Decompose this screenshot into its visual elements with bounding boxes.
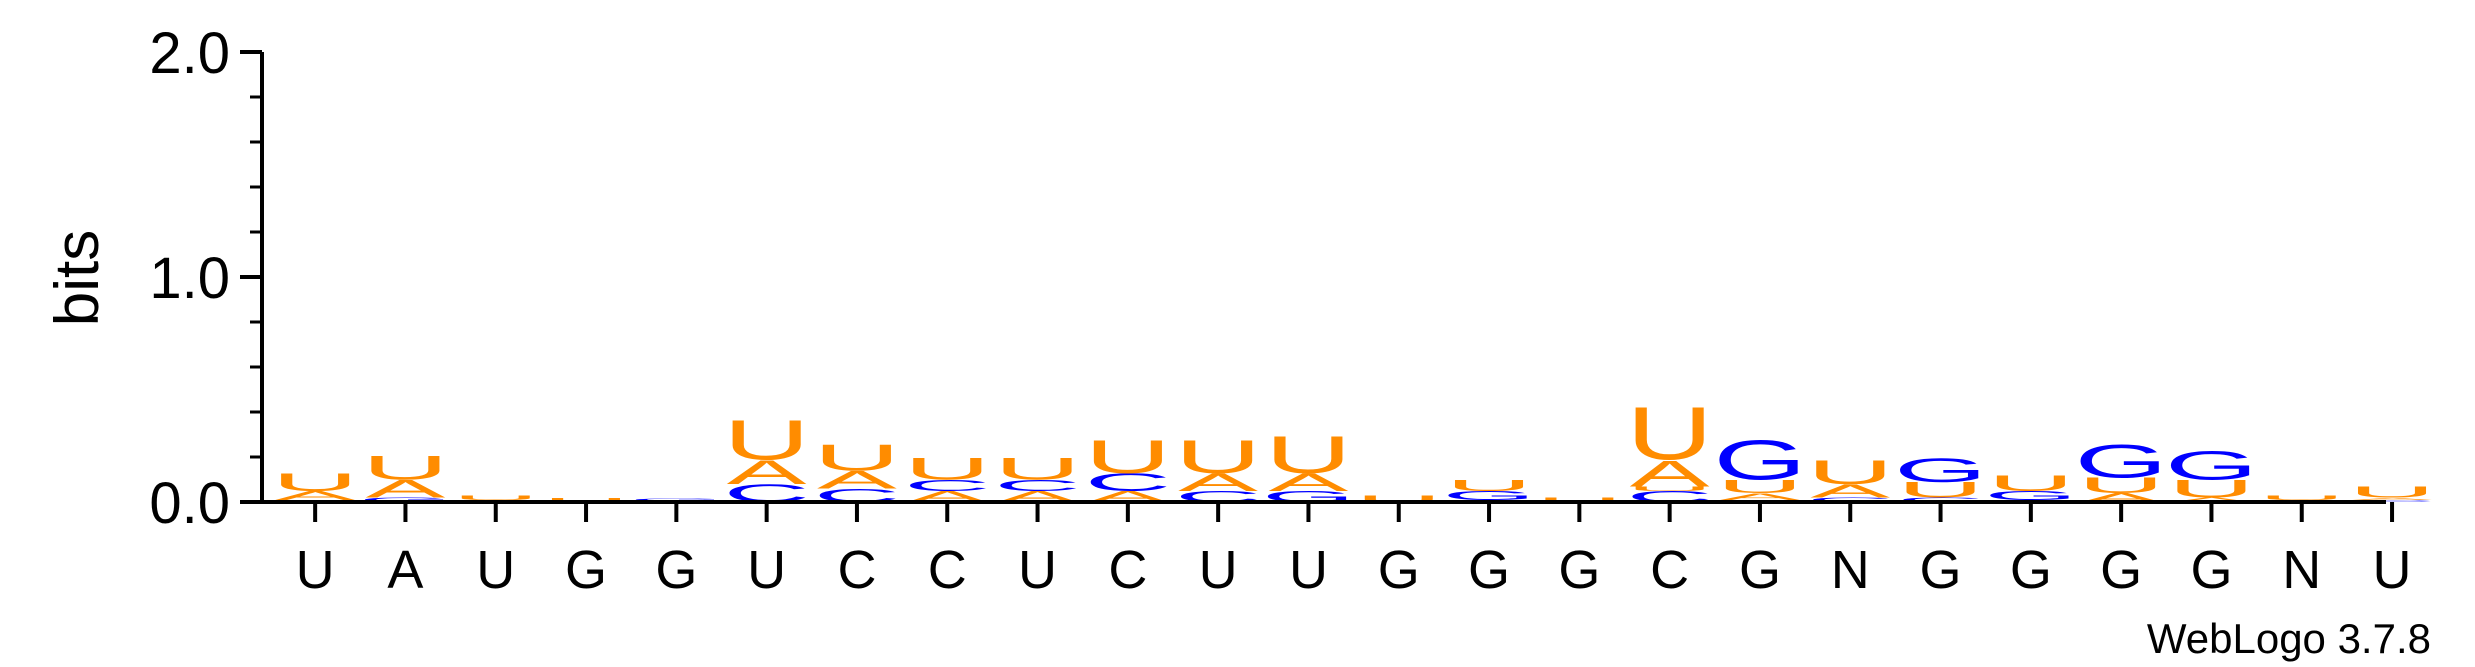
x-tick-label: A bbox=[387, 540, 423, 600]
logo-glyph-a: A bbox=[1810, 481, 1891, 502]
logo-glyph-g: G bbox=[1442, 489, 1535, 503]
logo-glyph-layer: CAUGAUGUGUAGCAUCAUACUACUACUCAUGAUUUGUUCU… bbox=[272, 392, 2435, 508]
x-tick-label: U bbox=[296, 540, 335, 600]
y-tick-label: 2.0 bbox=[149, 21, 230, 86]
logo-glyph-c: C bbox=[2349, 499, 2436, 503]
logo-glyph-u: U bbox=[1536, 496, 1623, 503]
x-tick-label: U bbox=[1199, 540, 1238, 600]
logo-glyph-a: A bbox=[1178, 469, 1258, 497]
logo-glyph-u: U bbox=[1446, 477, 1533, 494]
logo-glyph-u: U bbox=[1355, 494, 1442, 504]
x-tick-label: C bbox=[928, 540, 967, 600]
logo-glyph-u: U bbox=[2168, 475, 2255, 503]
x-tick-label: G bbox=[1378, 540, 1420, 600]
logo-glyph-u: U bbox=[1175, 431, 1262, 483]
logo-glyph-u: U bbox=[272, 469, 359, 497]
logo-glyph-c: C bbox=[904, 477, 991, 494]
logo-glyph-a: A bbox=[2171, 496, 2252, 503]
logo-glyph-c: C bbox=[1807, 496, 1894, 503]
y-axis-label: bits bbox=[43, 230, 112, 326]
logo-glyph-u: U bbox=[1807, 453, 1894, 492]
x-tick-label: U bbox=[1289, 540, 1328, 600]
logo-glyph-a: A bbox=[1630, 452, 1711, 494]
logo-glyph-u: U bbox=[1988, 471, 2075, 495]
logo-glyph-g: G bbox=[1894, 451, 1987, 490]
x-tick-label: G bbox=[2100, 540, 2142, 600]
x-tick-label: G bbox=[565, 540, 607, 600]
y-tick-label: 0.0 bbox=[149, 471, 230, 536]
logo-glyph-g: G bbox=[359, 496, 452, 503]
x-tick-label: G bbox=[655, 540, 697, 600]
x-tick-label: G bbox=[1739, 540, 1781, 600]
logo-glyph-g: G bbox=[630, 497, 723, 501]
axis-tick-layer: 0.01.02.0U A U G G U C C U C U U G G G C G N G G G G N U bbox=[149, 21, 2411, 600]
x-tick-label: G bbox=[1468, 540, 1510, 600]
logo-glyph-a: A bbox=[727, 453, 807, 492]
logo-glyph-u: U bbox=[904, 451, 991, 486]
logo-glyph-u: U bbox=[1626, 392, 1713, 476]
logo-glyph-g: G bbox=[1984, 489, 2077, 503]
x-tick-label: G bbox=[1920, 540, 1962, 600]
logo-glyph-a: A bbox=[817, 466, 897, 494]
logo-glyph-u: U bbox=[994, 451, 1081, 486]
logo-glyph-c: C bbox=[1897, 496, 1984, 503]
logo-glyph-u: U bbox=[2258, 494, 2345, 501]
logo-glyph-u: U bbox=[814, 437, 901, 479]
x-tick-label: G bbox=[2010, 540, 2052, 600]
logo-glyph-g: G bbox=[2165, 443, 2258, 488]
logo-glyph-a: A bbox=[2352, 497, 2433, 501]
logo-glyph-u: U bbox=[2349, 484, 2436, 501]
logo-glyph-a: A bbox=[275, 489, 355, 503]
x-tick-label: C bbox=[1108, 540, 1147, 600]
x-tick-label: N bbox=[2282, 540, 2321, 600]
x-tick-label: U bbox=[747, 540, 786, 600]
logo-glyph-u: U bbox=[1085, 431, 1172, 483]
logo-glyph-u: U bbox=[1717, 476, 1804, 497]
y-tick-label: 1.0 bbox=[149, 246, 230, 311]
logo-glyph-g: G bbox=[1713, 428, 1806, 491]
x-tick-label: N bbox=[1831, 540, 1870, 600]
x-tick-label: C bbox=[1650, 540, 1689, 600]
x-tick-label: U bbox=[476, 540, 515, 600]
logo-glyph-g: G bbox=[2075, 436, 2168, 488]
logo-glyph-u: U bbox=[1265, 425, 1352, 485]
logo-glyph-u: U bbox=[1626, 485, 1713, 492]
logo-glyph-u: U bbox=[2078, 473, 2165, 497]
x-tick-label: G bbox=[2190, 540, 2232, 600]
weblogo-credit: WebLogo 3.7.8 bbox=[2147, 615, 2431, 662]
logo-glyph-a: A bbox=[365, 475, 445, 503]
x-tick-label: C bbox=[837, 540, 876, 600]
logo-glyph-c: C bbox=[1085, 469, 1172, 497]
logo-glyph-c: C bbox=[994, 477, 1081, 494]
logo-glyph-u: U bbox=[452, 495, 539, 502]
x-tick-label: G bbox=[1558, 540, 1600, 600]
logo-glyph-u: U bbox=[1897, 478, 1984, 502]
logo-glyph-u: U bbox=[362, 448, 449, 487]
x-tick-label: U bbox=[2373, 540, 2412, 600]
logo-glyph-a: A bbox=[1720, 491, 1800, 501]
logo-glyph-u: U bbox=[723, 408, 810, 471]
logo-glyph-u: U bbox=[543, 497, 630, 502]
x-tick-label: U bbox=[1018, 540, 1057, 600]
logo-glyph-a: A bbox=[1268, 469, 1348, 497]
